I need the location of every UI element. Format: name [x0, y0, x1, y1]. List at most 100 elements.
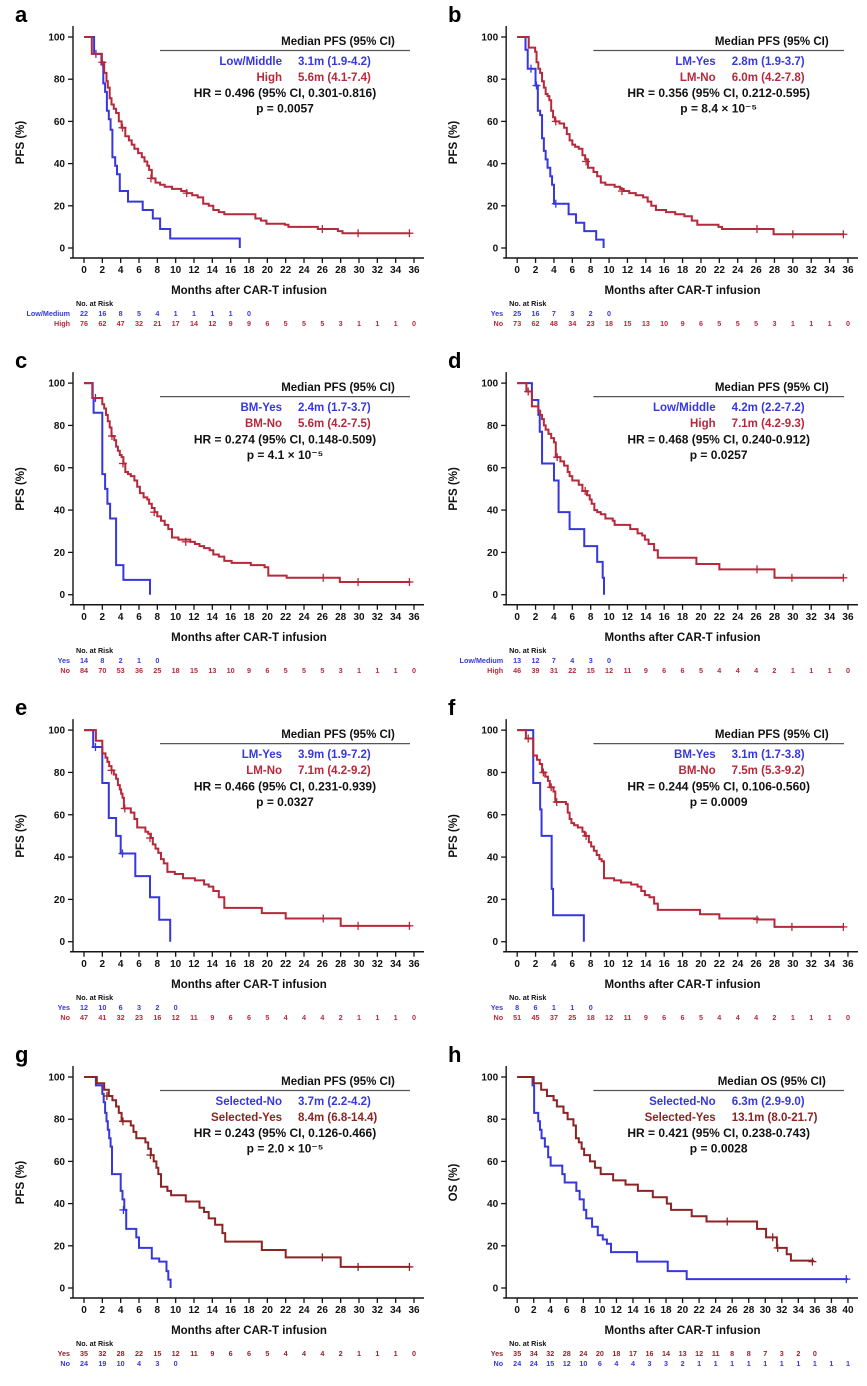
svg-text:28: 28 [769, 959, 781, 970]
svg-text:3.1m (1.9-4.2): 3.1m (1.9-4.2) [298, 56, 371, 68]
svg-text:12: 12 [563, 1359, 571, 1368]
svg-text:24: 24 [710, 1305, 722, 1316]
svg-text:No: No [60, 666, 70, 675]
svg-text:23: 23 [135, 1013, 143, 1022]
svg-text:HR = 0.243 (95% CI, 0.126-0.46: HR = 0.243 (95% CI, 0.126-0.466) [194, 1126, 376, 1140]
svg-text:70: 70 [98, 666, 106, 675]
svg-text:1: 1 [791, 319, 795, 328]
svg-text:6: 6 [247, 1349, 251, 1358]
svg-text:22: 22 [80, 309, 88, 318]
svg-text:No. at Risk: No. at Risk [76, 1339, 113, 1348]
svg-text:No. at Risk: No. at Risk [76, 299, 113, 308]
svg-text:0: 0 [846, 666, 850, 675]
svg-text:34: 34 [390, 1305, 402, 1316]
svg-text:7.5m (5.3-9.2): 7.5m (5.3-9.2) [732, 765, 805, 777]
svg-text:40: 40 [54, 506, 66, 517]
svg-text:14: 14 [640, 959, 652, 970]
svg-text:0: 0 [155, 656, 159, 665]
svg-text:7.1m (4.2-9.2): 7.1m (4.2-9.2) [298, 765, 371, 777]
svg-text:26: 26 [317, 959, 329, 970]
svg-text:30: 30 [353, 612, 365, 623]
svg-text:3: 3 [589, 656, 593, 665]
svg-text:0: 0 [59, 590, 65, 601]
svg-text:60: 60 [54, 463, 66, 474]
svg-text:40: 40 [54, 159, 66, 170]
svg-text:10: 10 [604, 612, 616, 623]
svg-text:1: 1 [697, 1359, 701, 1368]
svg-text:15: 15 [153, 1349, 161, 1358]
svg-text:6: 6 [247, 1013, 251, 1022]
svg-text:Low/Medium: Low/Medium [460, 656, 504, 665]
svg-text:4.2m (2.2-7.2): 4.2m (2.2-7.2) [732, 402, 805, 414]
svg-text:20: 20 [54, 895, 66, 906]
svg-text:5: 5 [284, 319, 288, 328]
svg-text:Median PFS (95% CI): Median PFS (95% CI) [281, 1076, 395, 1088]
svg-text:2: 2 [533, 265, 539, 276]
svg-text:6: 6 [564, 1305, 570, 1316]
svg-text:No: No [494, 1359, 504, 1368]
svg-text:24: 24 [579, 1349, 587, 1358]
svg-text:24: 24 [732, 612, 744, 623]
svg-text:6: 6 [534, 1003, 538, 1012]
svg-text:7.1m (4.2-9.3): 7.1m (4.2-9.3) [732, 418, 805, 430]
svg-text:1: 1 [809, 1013, 813, 1022]
svg-text:3: 3 [339, 666, 343, 675]
svg-text:p = 4.1 × 10⁻⁵: p = 4.1 × 10⁻⁵ [247, 448, 324, 462]
svg-text:Median PFS (95% CI): Median PFS (95% CI) [715, 729, 829, 741]
svg-text:2: 2 [100, 959, 106, 970]
svg-text:BM-No: BM-No [245, 418, 282, 430]
svg-text:9: 9 [247, 666, 251, 675]
svg-text:28: 28 [117, 1349, 125, 1358]
svg-text:4: 4 [118, 612, 124, 623]
svg-text:3: 3 [664, 1359, 668, 1368]
svg-text:1: 1 [357, 1013, 361, 1022]
svg-text:80: 80 [54, 75, 66, 86]
svg-text:High: High [487, 666, 503, 675]
svg-text:1: 1 [357, 666, 361, 675]
svg-text:30: 30 [787, 265, 799, 276]
svg-text:20: 20 [695, 612, 707, 623]
svg-text:4: 4 [547, 1305, 553, 1316]
svg-text:3: 3 [647, 1359, 651, 1368]
svg-text:2: 2 [533, 959, 539, 970]
svg-text:High: High [690, 418, 716, 430]
svg-text:8: 8 [515, 1003, 519, 1012]
svg-text:No: No [60, 1013, 70, 1022]
svg-text:p = 0.0327: p = 0.0327 [256, 795, 314, 809]
svg-text:20: 20 [487, 548, 499, 559]
svg-text:16: 16 [645, 1349, 653, 1358]
svg-text:4: 4 [284, 1349, 288, 1358]
svg-text:5: 5 [736, 319, 740, 328]
svg-text:12: 12 [208, 319, 216, 328]
svg-text:16: 16 [225, 612, 237, 623]
panel-label-g: g [15, 1042, 29, 1067]
svg-text:2: 2 [100, 265, 106, 276]
panel-g: g 0 20 40 60 80 100 0 2 4 6 8 10 12 14 16 18 20 22 24 26 28 3… [0, 1040, 433, 1386]
svg-text:25: 25 [568, 1013, 576, 1022]
svg-text:22: 22 [714, 959, 726, 970]
svg-text:36: 36 [408, 959, 420, 970]
svg-text:20: 20 [695, 265, 707, 276]
svg-text:1: 1 [809, 666, 813, 675]
svg-text:18: 18 [172, 666, 180, 675]
panel-label-f: f [448, 695, 456, 720]
svg-text:40: 40 [487, 853, 499, 864]
svg-text:11: 11 [624, 1013, 632, 1022]
svg-text:34: 34 [568, 319, 576, 328]
svg-text:4: 4 [754, 1013, 758, 1022]
svg-text:40: 40 [487, 159, 499, 170]
svg-text:10: 10 [604, 959, 616, 970]
svg-text:40: 40 [54, 853, 66, 864]
svg-text:12: 12 [605, 666, 613, 675]
svg-text:34: 34 [390, 959, 402, 970]
svg-text:2: 2 [155, 1003, 159, 1012]
svg-text:6: 6 [136, 265, 142, 276]
svg-text:12: 12 [188, 1305, 200, 1316]
svg-text:LM-No: LM-No [246, 765, 282, 777]
svg-text:1: 1 [791, 666, 795, 675]
svg-text:14: 14 [207, 1305, 219, 1316]
